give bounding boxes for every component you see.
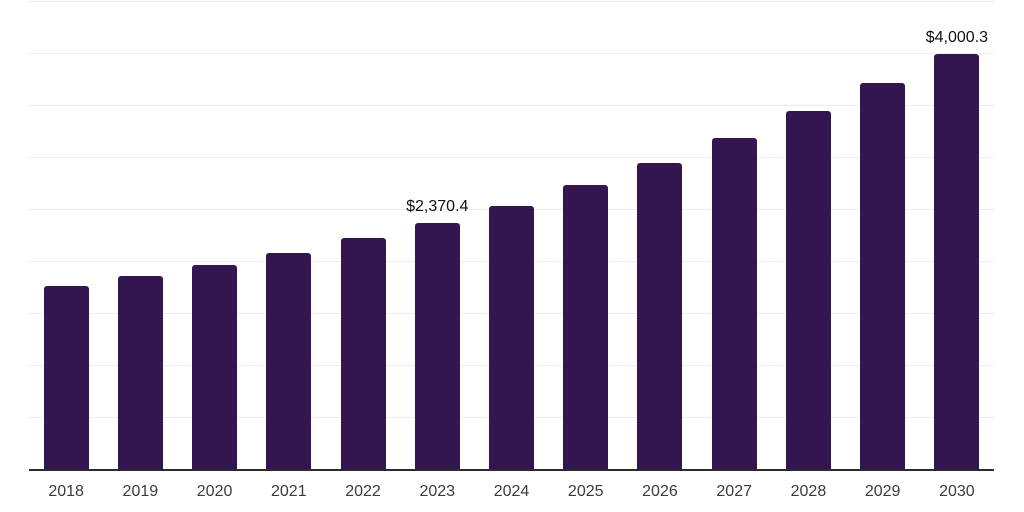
- x-tick-label-2024: 2024: [493, 483, 530, 500]
- bar-2018: [43, 286, 89, 470]
- bar-2019: [117, 276, 163, 470]
- bar-2029: [860, 82, 906, 470]
- x-axis-line: [29, 468, 994, 471]
- bar-2021: [266, 253, 312, 470]
- bar-2030: [934, 53, 980, 470]
- bar-2024: [489, 205, 534, 470]
- bar-2020: [192, 264, 238, 470]
- bar-2023: [414, 223, 460, 470]
- bar-2028: [785, 111, 831, 470]
- bar-2026: [637, 162, 683, 470]
- plot-area: $2,370.4 $4,000.3: [29, 1, 994, 471]
- x-tick-label-2019: 2019: [122, 483, 159, 500]
- x-tick-label-2027: 2027: [716, 483, 752, 500]
- x-tick-label-2026: 2026: [642, 483, 678, 500]
- gridline-3500: [29, 104, 994, 106]
- bar-2027: [711, 138, 757, 470]
- bar-2022: [340, 238, 386, 470]
- x-tick-label-2021: 2021: [271, 483, 307, 500]
- x-tick-label-2025: 2025: [567, 483, 604, 500]
- x-tick-label-2029: 2029: [864, 483, 901, 500]
- x-tick-label-2022: 2022: [345, 483, 381, 500]
- gridline-4000: [29, 52, 994, 54]
- gridline-4500: [29, 1, 994, 2]
- x-tick-label-2023: 2023: [419, 483, 456, 500]
- x-tick-label-2028: 2028: [790, 483, 827, 500]
- x-tick-label-2018: 2018: [48, 483, 84, 500]
- data-label-2030: $4,000.3: [925, 28, 989, 46]
- x-tick-label-2020: 2020: [196, 483, 233, 500]
- data-label-2023: $2,370.4: [406, 198, 469, 216]
- gridline-3000: [29, 156, 994, 158]
- bar-2025: [563, 184, 609, 470]
- x-axis-tick-labels: 2018 2019 2020 2021 2022 2023 2024 2025 2026 2027…: [29, 483, 994, 503]
- x-tick-label-2030: 2030: [939, 483, 975, 500]
